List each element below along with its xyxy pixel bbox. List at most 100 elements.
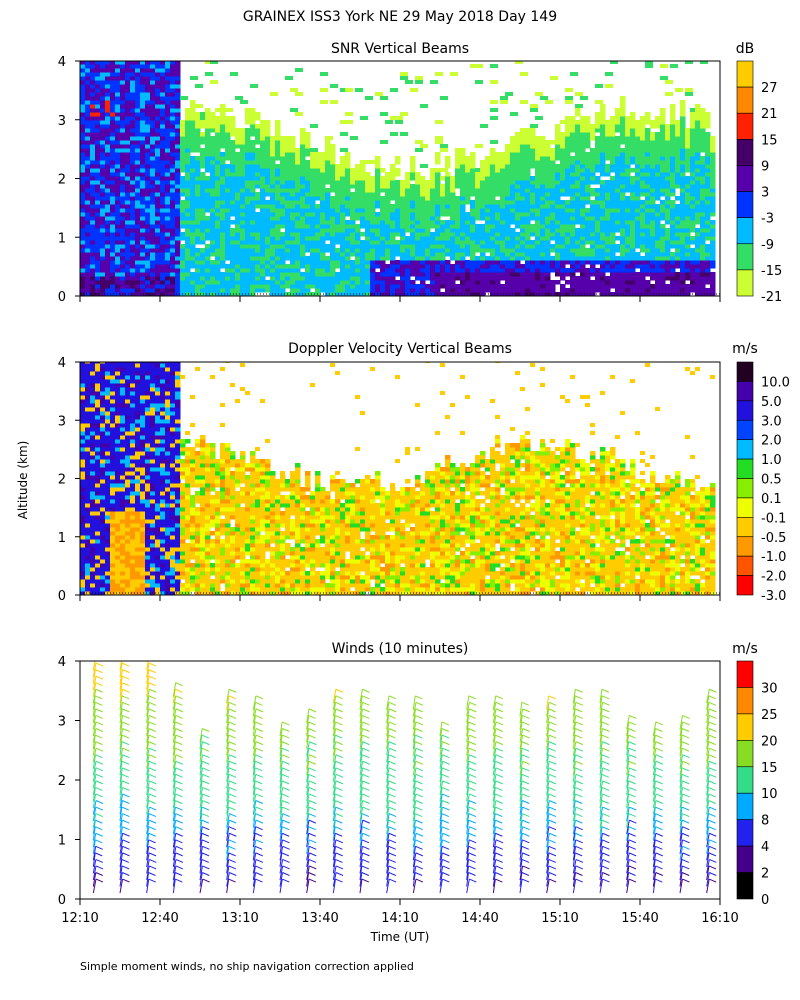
snr-cell bbox=[600, 164, 606, 169]
snr-cell bbox=[130, 232, 136, 237]
snr-cell bbox=[600, 172, 606, 177]
snr-cell bbox=[610, 264, 616, 269]
snr-cell bbox=[565, 216, 571, 221]
snr-cell bbox=[550, 248, 556, 253]
snr-cell bbox=[495, 216, 501, 221]
snr-cell bbox=[625, 256, 631, 261]
snr-cell bbox=[440, 228, 446, 233]
snr-cell bbox=[320, 220, 326, 225]
snr-cell bbox=[530, 240, 536, 245]
snr-cell bbox=[95, 284, 101, 289]
snr-cell bbox=[390, 204, 396, 209]
snr-cell bbox=[540, 160, 546, 165]
snr-cell bbox=[660, 148, 666, 153]
snr-cell bbox=[325, 288, 331, 293]
snr-cell bbox=[500, 284, 506, 289]
snr-cell bbox=[565, 124, 571, 129]
snr-cell bbox=[135, 96, 141, 101]
snr-cell bbox=[405, 224, 411, 229]
snr-cell bbox=[115, 248, 121, 253]
snr-cell bbox=[650, 140, 656, 145]
snr-cell bbox=[365, 200, 371, 205]
snr-cell bbox=[340, 268, 346, 273]
snr-cell bbox=[415, 188, 421, 193]
snr-cell bbox=[290, 292, 296, 296]
snr-cell bbox=[205, 148, 211, 153]
snr-cell bbox=[175, 176, 181, 181]
snr-cell bbox=[435, 272, 441, 277]
snr-cell bbox=[300, 176, 306, 181]
snr-cell bbox=[165, 220, 171, 225]
snr-cell bbox=[660, 208, 666, 213]
snr-cell bbox=[445, 268, 451, 273]
snr-cell bbox=[220, 128, 226, 133]
snr-cell bbox=[605, 220, 611, 225]
snr-cell bbox=[125, 264, 131, 269]
snr-cell bbox=[385, 292, 391, 296]
snr-cell bbox=[585, 168, 591, 173]
snr-cell bbox=[285, 164, 291, 169]
snr-cell bbox=[365, 220, 371, 225]
snr-cell bbox=[305, 248, 311, 253]
snr-cell bbox=[335, 216, 341, 221]
snr-cell bbox=[250, 140, 256, 145]
snr-cell bbox=[120, 236, 126, 241]
snr-cell bbox=[170, 288, 176, 293]
snr-cell bbox=[210, 244, 216, 249]
snr-cell bbox=[425, 204, 431, 209]
snr-cell bbox=[540, 184, 546, 189]
snr-cell bbox=[655, 256, 661, 261]
snr-cell bbox=[330, 272, 336, 277]
snr-cell bbox=[425, 184, 431, 189]
snr-cell bbox=[310, 236, 316, 241]
snr-cell bbox=[100, 192, 106, 197]
snr-cell bbox=[155, 252, 161, 257]
snr-cell bbox=[330, 264, 336, 269]
snr-cell bbox=[620, 104, 626, 109]
snr-cell bbox=[540, 260, 546, 265]
snr-cell bbox=[550, 220, 556, 225]
snr-cell bbox=[130, 284, 136, 289]
snr-cell bbox=[115, 100, 121, 105]
snr-cell bbox=[635, 128, 641, 133]
snr-cell bbox=[345, 208, 351, 213]
snr-cell bbox=[385, 120, 393, 124]
snr-cell bbox=[650, 184, 656, 189]
snr-cell bbox=[460, 256, 466, 261]
snr-cell bbox=[270, 248, 276, 253]
snr-cell bbox=[390, 288, 396, 293]
snr-cell bbox=[160, 200, 166, 205]
snr-cell bbox=[565, 260, 571, 265]
snr-cell bbox=[285, 188, 291, 193]
snr-cell bbox=[435, 288, 441, 293]
snr-cell bbox=[630, 208, 636, 213]
snr-cell bbox=[470, 244, 476, 249]
snr-cell bbox=[530, 176, 536, 181]
snr-cell bbox=[160, 172, 166, 177]
snr-cell bbox=[150, 124, 156, 129]
snr-cell bbox=[580, 220, 586, 225]
snr-cell bbox=[650, 260, 656, 265]
snr-cell bbox=[490, 176, 496, 181]
snr-cell bbox=[230, 132, 236, 137]
snr-cell bbox=[520, 204, 526, 209]
snr-cell bbox=[440, 188, 446, 193]
snr-cell bbox=[640, 292, 646, 296]
snr-cell bbox=[235, 216, 241, 221]
snr-cell bbox=[195, 224, 201, 229]
snr-cell bbox=[165, 100, 171, 105]
snr-cell bbox=[200, 280, 206, 285]
snr-cell bbox=[460, 236, 466, 241]
snr-cell bbox=[500, 268, 506, 273]
snr-cell bbox=[475, 292, 481, 296]
snr-cell bbox=[540, 232, 546, 237]
snr-cell bbox=[595, 220, 601, 225]
snr-cell bbox=[175, 276, 181, 281]
snr-cell bbox=[215, 148, 221, 153]
snr-cell bbox=[550, 76, 558, 80]
snr-cell bbox=[470, 188, 476, 193]
snr-cell bbox=[135, 100, 141, 105]
snr-cell bbox=[140, 61, 146, 65]
snr-cell bbox=[445, 200, 451, 205]
snr-cell bbox=[470, 216, 476, 221]
